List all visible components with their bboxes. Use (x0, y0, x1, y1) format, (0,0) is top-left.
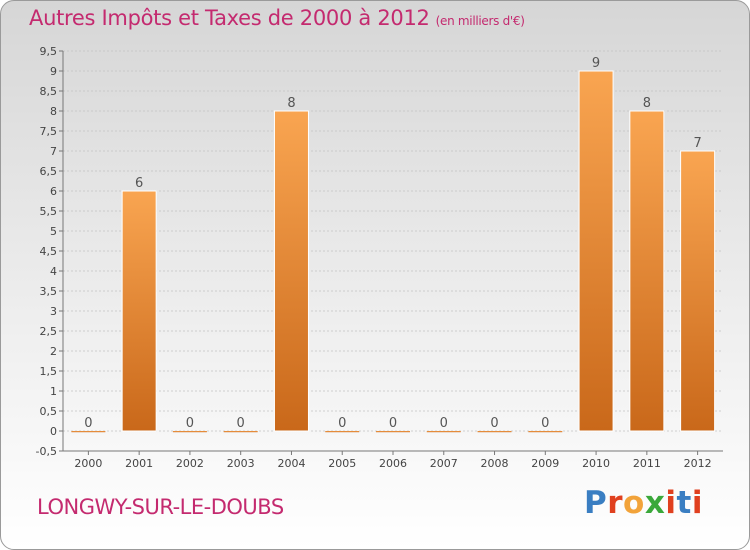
bar (273, 110, 309, 432)
bar (223, 431, 258, 433)
x-tick-label: 2008 (481, 457, 509, 470)
data-label: 0 (490, 416, 498, 431)
data-label: 0 (186, 416, 194, 431)
y-axis: -0,5 0 0,5 1 1,5 2 2,5 3 3,5 4 4,5 5 5,5 6 6,5 7 7,5 8 8,5… (36, 45, 64, 458)
bars (71, 70, 716, 433)
x-tick-label: 2005 (328, 457, 356, 470)
y-tick-label: 0,5 (40, 405, 58, 418)
bar (680, 150, 716, 432)
x-tick-label: 2004 (277, 457, 305, 470)
bar (376, 431, 410, 433)
bar (629, 110, 665, 432)
data-label: 8 (643, 96, 651, 111)
y-tick-label: 9 (50, 65, 57, 78)
x-tick-label: 2003 (227, 457, 255, 470)
x-tick-label: 2007 (430, 457, 458, 470)
x-tick-label: 2001 (125, 457, 153, 470)
y-tick-label: 1,5 (40, 365, 58, 378)
y-tick-label: 3 (50, 305, 57, 318)
bar (528, 431, 563, 433)
proxiti-logo[interactable]: Proxiti (584, 485, 703, 521)
logo-letter: i (691, 485, 703, 521)
y-tick-label: 3,5 (40, 285, 58, 298)
bar (426, 431, 461, 433)
y-tick-label: 5 (50, 225, 57, 238)
x-tick-label: 2006 (379, 457, 407, 470)
logo-letter: P (584, 485, 608, 521)
y-gridlines (63, 50, 723, 452)
data-labels: 0 6 0 0 8 0 0 0 0 0 9 8 7 (84, 56, 702, 431)
logo-letter: i (665, 485, 677, 521)
data-label: 8 (287, 96, 295, 111)
x-tick-label: 2011 (633, 457, 661, 470)
chart-title: Autres Impôts et Taxes de 2000 à 2012 (en… (29, 6, 525, 30)
bar (172, 431, 207, 433)
chart-unit-note: (en milliers d'€) (435, 14, 525, 28)
y-tick-label: 4,5 (40, 245, 58, 258)
y-tick-label: -0,5 (36, 445, 57, 458)
y-tick-label: 2,5 (40, 325, 58, 338)
y-tick-label: 7 (50, 145, 57, 158)
y-tick-label: 2 (50, 345, 57, 358)
bar (477, 431, 512, 433)
y-tick-label: 0 (50, 425, 57, 438)
y-tick-label: 1 (50, 385, 57, 398)
data-label: 0 (541, 416, 549, 431)
y-tick-label: 9,5 (40, 45, 58, 58)
logo-letter: o (623, 485, 645, 521)
x-tick-label: 2010 (582, 457, 610, 470)
x-tick-label: 2012 (684, 457, 712, 470)
town-name: LONGWY-SUR-LE-DOUBS (37, 495, 284, 519)
y-tick-label: 4 (50, 265, 57, 278)
data-label: 6 (135, 176, 143, 191)
data-label: 7 (693, 136, 701, 151)
y-tick-label: 8 (50, 105, 57, 118)
bar (121, 190, 157, 432)
x-axis: 2000 2001 2002 2003 2004 2005 2006 2007 2008 2009… (63, 450, 723, 470)
logo-letter: r (607, 485, 624, 521)
x-tick-label: 2009 (531, 457, 559, 470)
logo-letter: x (644, 485, 666, 521)
y-tick-label: 6 (50, 185, 57, 198)
y-tick-label: 8,5 (40, 85, 58, 98)
x-tick-label: 2002 (176, 457, 204, 470)
y-tick-label: 7,5 (40, 125, 58, 138)
bar (578, 70, 614, 432)
y-tick-label: 6,5 (40, 165, 58, 178)
x-tick-label: 2000 (74, 457, 102, 470)
data-label: 9 (592, 56, 600, 71)
data-label: 0 (389, 416, 397, 431)
data-label: 0 (237, 416, 245, 431)
data-label: 0 (84, 416, 92, 431)
logo-letter: t (676, 485, 692, 521)
chart-title-text: Autres Impôts et Taxes de 2000 à 2012 (29, 6, 430, 30)
y-tick-label: 5,5 (40, 205, 58, 218)
bar (325, 431, 360, 433)
data-label: 0 (440, 416, 448, 431)
bar (71, 431, 106, 433)
data-label: 0 (338, 416, 346, 431)
